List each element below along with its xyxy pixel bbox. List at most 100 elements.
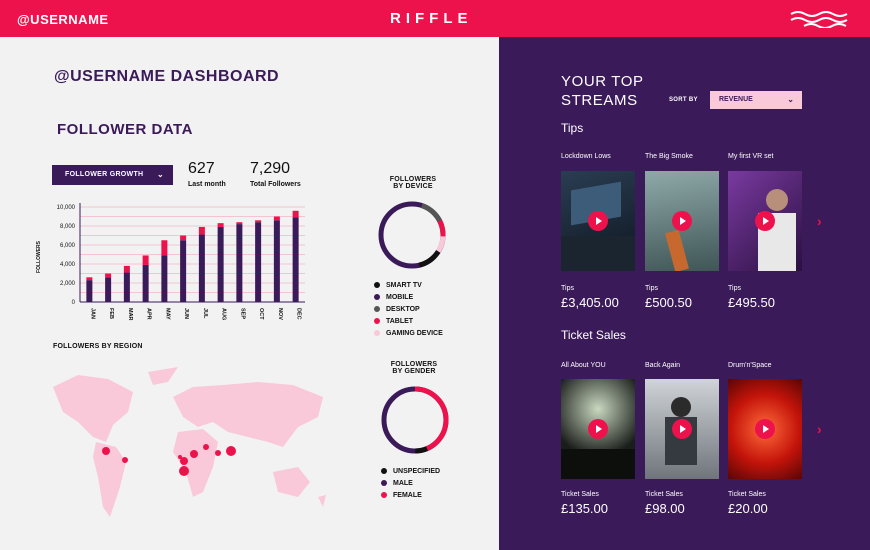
legend-item: UNSPECIFIED bbox=[381, 465, 440, 477]
tips-section-title: Tips bbox=[561, 121, 584, 135]
price-label: Ticket Sales bbox=[728, 491, 766, 498]
chart-type-dropdown[interactable]: FOLLOWER GROWTH ⌄ bbox=[52, 165, 173, 185]
legend-dot bbox=[381, 480, 387, 486]
play-icon[interactable] bbox=[672, 211, 692, 231]
stream-thumbnail[interactable] bbox=[561, 379, 635, 479]
legend-dot bbox=[381, 492, 387, 498]
legend-label: DESKTOP bbox=[386, 305, 420, 313]
legend-item: FEMALE bbox=[381, 489, 440, 501]
region-marker bbox=[215, 450, 221, 456]
bar-base bbox=[142, 264, 149, 302]
follower-growth-chart: 0 2,000 4,000 6,000 8,000 10,000 FOLLOWERS JAN F… bbox=[36, 203, 305, 321]
bar-growth bbox=[292, 210, 299, 218]
region-marker bbox=[226, 446, 236, 456]
stat-total-followers: 7,290 Total Followers bbox=[250, 160, 301, 188]
y-tick-label: 2,000 bbox=[60, 281, 76, 287]
bar-base bbox=[161, 255, 168, 302]
stream-thumbnail[interactable] bbox=[645, 379, 719, 479]
region-marker bbox=[178, 455, 182, 459]
legend-dot bbox=[374, 318, 380, 324]
x-tick-label: FEB bbox=[108, 308, 114, 319]
bar-growth bbox=[105, 273, 112, 278]
price-label: Tips bbox=[645, 285, 658, 292]
bar-base bbox=[123, 272, 130, 302]
region-title: FOLLOWERS BY REGION bbox=[53, 343, 143, 350]
bar-growth bbox=[86, 277, 93, 281]
chevron-down-icon: ⌄ bbox=[156, 170, 164, 179]
stream-thumbnail[interactable] bbox=[728, 379, 802, 479]
legend-label: SMART TV bbox=[386, 281, 422, 289]
section-title: FOLLOWER DATA bbox=[57, 121, 193, 138]
top-streams-panel: YOUR TOP STREAMS SORT BY REVENUE ⌄ Tips … bbox=[499, 37, 870, 550]
bar-base bbox=[105, 277, 112, 302]
legend-label: GAMING DEVICE bbox=[386, 329, 443, 337]
legend-item: GAMING DEVICE bbox=[374, 327, 443, 339]
bar-base bbox=[273, 220, 280, 302]
bar-growth bbox=[142, 255, 149, 265]
stat-label: Total Followers bbox=[250, 181, 301, 188]
username[interactable]: @USERNAME bbox=[17, 12, 109, 27]
x-tick-label: OCT bbox=[258, 308, 264, 320]
legend-item: MOBILE bbox=[374, 291, 443, 303]
play-icon[interactable] bbox=[672, 419, 692, 439]
bar-growth bbox=[180, 235, 187, 241]
top-bar: @USERNAME RIFFLE bbox=[0, 0, 870, 37]
play-icon[interactable] bbox=[588, 419, 608, 439]
donut-segment-tablet bbox=[378, 201, 446, 269]
device-donut-chart bbox=[378, 201, 446, 269]
bar-base bbox=[236, 224, 243, 302]
bar-base bbox=[198, 234, 205, 302]
x-tick-label: JUN bbox=[183, 308, 189, 319]
sort-label: SORT BY bbox=[669, 97, 698, 103]
bar-growth bbox=[161, 240, 168, 256]
region-marker bbox=[102, 447, 110, 455]
stream-thumbnail[interactable] bbox=[728, 171, 802, 271]
legend-label: UNSPECIFIED bbox=[393, 467, 441, 475]
stream-thumbnail[interactable] bbox=[561, 171, 635, 271]
x-tick-label: SEP bbox=[239, 308, 245, 319]
play-icon[interactable] bbox=[588, 211, 608, 231]
legend-item: SMART TV bbox=[374, 279, 443, 291]
y-tick-label: 8,000 bbox=[60, 224, 76, 230]
donut-segment-female bbox=[381, 386, 449, 454]
region-marker bbox=[190, 450, 198, 458]
chevron-right-icon[interactable]: › bbox=[817, 213, 822, 229]
stream-name: Back Again bbox=[645, 362, 681, 369]
x-tick-label: JAN bbox=[89, 308, 95, 319]
legend-label: MALE bbox=[393, 479, 413, 487]
legend-label: TABLET bbox=[386, 317, 414, 325]
stat-label: Last month bbox=[188, 181, 226, 188]
tickets-section-title: Ticket Sales bbox=[561, 328, 626, 342]
legend-item: MALE bbox=[381, 477, 440, 489]
bar-growth bbox=[198, 226, 205, 235]
sort-dropdown[interactable]: REVENUE ⌄ bbox=[710, 91, 802, 109]
stream-name: All About YOU bbox=[561, 362, 606, 369]
price-label: Ticket Sales bbox=[645, 491, 683, 498]
x-tick-label: APR bbox=[146, 308, 152, 320]
wave-menu-icon[interactable] bbox=[790, 10, 848, 28]
play-icon[interactable] bbox=[755, 211, 775, 231]
region-marker bbox=[203, 444, 209, 450]
bar-base bbox=[86, 280, 93, 302]
dropdown-label: FOLLOWER GROWTH bbox=[65, 171, 144, 178]
bar-growth bbox=[123, 265, 130, 273]
bar-base bbox=[217, 226, 224, 302]
y-tick-label: 4,000 bbox=[60, 262, 76, 268]
legend-dot bbox=[374, 294, 380, 300]
play-icon[interactable] bbox=[755, 419, 775, 439]
device-legend: SMART TV MOBILE DESKTOP TABLET GAMING DEVICE bbox=[374, 279, 443, 339]
bar-growth bbox=[236, 222, 243, 225]
y-tick-label: 0 bbox=[72, 300, 76, 306]
bar-growth bbox=[273, 216, 280, 221]
stat-last-month: 627 Last month bbox=[188, 160, 226, 188]
chevron-right-icon[interactable]: › bbox=[817, 421, 822, 437]
legend-dot bbox=[374, 282, 380, 288]
x-tick-label: MAR bbox=[127, 308, 133, 321]
price-value: £500.50 bbox=[645, 295, 692, 310]
price-value: £135.00 bbox=[561, 501, 608, 516]
stream-name: The Big Smoke bbox=[645, 153, 693, 160]
logo[interactable]: RIFFLE bbox=[390, 10, 473, 27]
price-label: Tips bbox=[561, 285, 574, 292]
stat-value: 7,290 bbox=[250, 160, 291, 177]
stream-thumbnail[interactable] bbox=[645, 171, 719, 271]
